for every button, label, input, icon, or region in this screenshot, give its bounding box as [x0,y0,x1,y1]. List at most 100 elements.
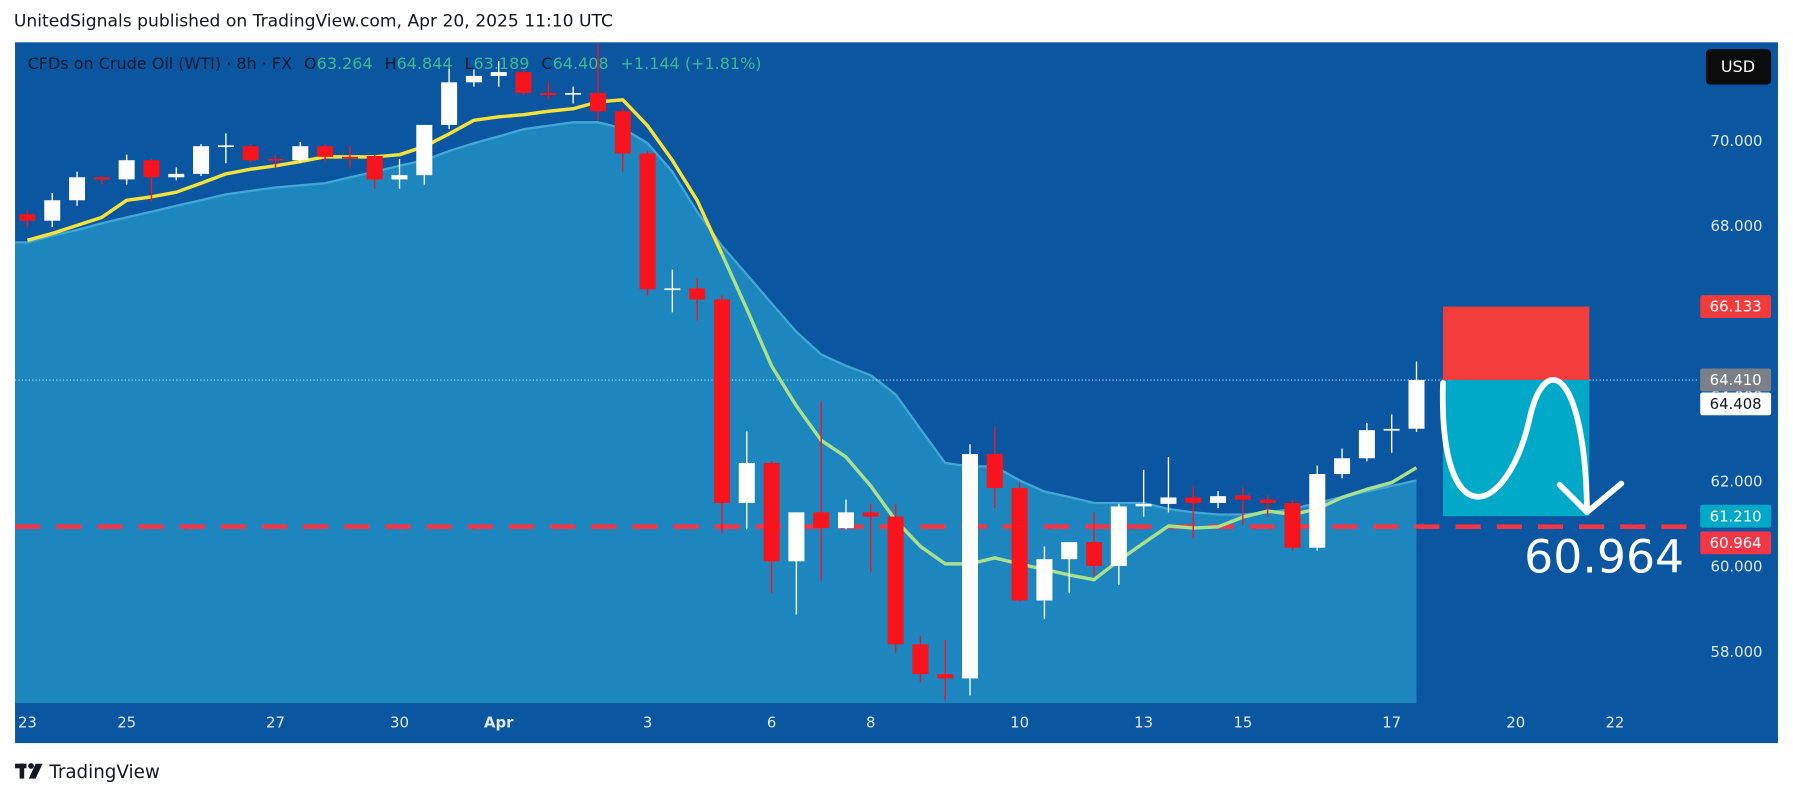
top-layer: 60.964 23 25 27 30 Apr 3 6 8 10 13 15 17 20 22 58.000 60… [18,132,1772,732]
candle-body [1061,542,1078,560]
candle-body [1086,542,1103,567]
brand-name: TradingView [48,762,160,783]
candle-body [44,200,61,221]
candle-body [1110,506,1127,567]
x-tick-label: 15 [1233,714,1252,732]
publisher-line: UnitedSignals published on TradingView.c… [14,12,613,32]
candle-body [441,82,458,125]
y-tick-label: 60.000 [1711,558,1763,576]
candle-body [143,160,160,178]
ohlc-prefix: L [465,54,474,73]
candle-body [738,462,755,503]
candle-body [416,124,433,176]
candle-body [813,512,830,529]
legend-line: CFDs on Crude Oil (WTI) · 8h · FX O63.26… [28,54,762,73]
target-big-label: 60.964 [1524,530,1684,583]
target-tag: 60.964 [1710,534,1762,552]
candle-body [664,288,681,291]
x-tick-label: 6 [767,714,776,732]
last-price-tag: 64.408 [1710,395,1762,413]
candle-body [639,153,656,290]
candle-body [168,173,185,178]
x-tick-label: 20 [1506,714,1525,732]
candle-body [93,177,110,180]
logo-part [19,763,25,779]
y-tick-label: 68.000 [1711,217,1763,235]
ohlc-prefix: O [304,54,317,73]
candle-body [267,158,284,161]
x-tick-label: 30 [390,714,409,732]
forecast-arrowhead [1556,480,1625,516]
currency-label: USD [1721,57,1755,76]
candle-body [515,72,532,93]
candle-body [1259,499,1276,503]
candle-body [837,512,854,529]
candle-body [19,214,36,221]
candle-body [341,156,358,159]
candle-body [193,146,210,174]
candle-body [465,75,482,83]
candle-body [1036,559,1053,601]
candle-body [589,92,606,112]
x-tick-label: 22 [1605,714,1624,732]
candle-body [689,288,706,300]
candle-body [713,299,730,503]
candle-body [1309,474,1326,548]
profit-tag: 61.210 [1710,507,1762,525]
y-tick-label: 62.000 [1711,473,1763,491]
candle-body [490,72,507,76]
candle-body [1234,495,1251,500]
candle-body [391,175,408,180]
target-tag-bg [1700,531,1772,555]
brand-logo [15,763,43,779]
logo-part [28,763,43,779]
x-tick-label: 17 [1382,714,1401,732]
ohlc-prefix: H [385,54,397,73]
ohlc-prefix: C [541,54,552,73]
ohlc-value: 64.408 [553,54,609,73]
candle-body [763,462,780,562]
change: +1.144 (+1.81%) [621,54,762,73]
candle-body [986,454,1003,489]
candle-body [1408,380,1425,429]
x-tick-label: 23 [18,714,37,732]
logo-part [28,763,34,769]
forecast-arrow [1439,377,1590,513]
candle-body [1011,488,1028,601]
candle-body [242,146,259,161]
candle-body [912,644,929,675]
candle-body [788,512,805,562]
symbol: CFDs on Crude Oil (WTI) · 8h · FX [28,54,293,73]
stop-tag: 66.133 [1710,298,1762,316]
candle-body [1383,428,1400,431]
profit-tag-bg [1700,504,1772,528]
currency-button[interactable] [1705,49,1772,85]
x-tick-label: 10 [1010,714,1029,732]
x-tick-label: 25 [117,714,136,732]
entry-tag-bg [1700,368,1772,392]
stop-zone [1442,306,1590,380]
ohlc-value: 63.189 [473,54,529,73]
candle-body [1185,497,1202,503]
candle-body [887,516,904,645]
candle-body [1135,503,1152,507]
candle-body [540,92,557,96]
candle-body [292,146,309,161]
x-tick-label: 3 [643,714,652,732]
candle-body [317,146,334,157]
last-price-tag-bg [1700,392,1772,416]
stop-tag-bg [1700,295,1772,319]
y-tick-label: 70.000 [1711,132,1763,150]
candle-body [1160,497,1177,504]
candle-body [1210,496,1227,503]
main-layer [15,44,1697,700]
ohlc-value: 64.844 [397,54,453,73]
candle-body [862,512,879,517]
y-tick-label: 58.000 [1711,643,1763,661]
candle-body [118,160,135,180]
candle-body [1358,430,1375,459]
candle-body [614,111,631,154]
x-tick-label: 13 [1134,714,1153,732]
candle-body [1284,502,1301,548]
